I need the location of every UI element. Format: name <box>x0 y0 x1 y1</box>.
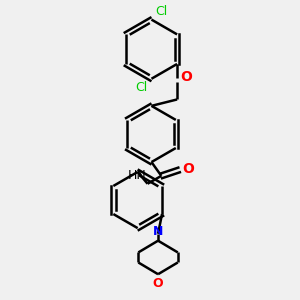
Text: O: O <box>182 162 194 176</box>
Text: Cl: Cl <box>135 81 148 94</box>
Text: O: O <box>181 70 192 84</box>
Text: HN: HN <box>128 169 146 182</box>
Text: N: N <box>153 225 163 238</box>
Text: O: O <box>153 277 164 290</box>
Text: Cl: Cl <box>155 4 168 18</box>
